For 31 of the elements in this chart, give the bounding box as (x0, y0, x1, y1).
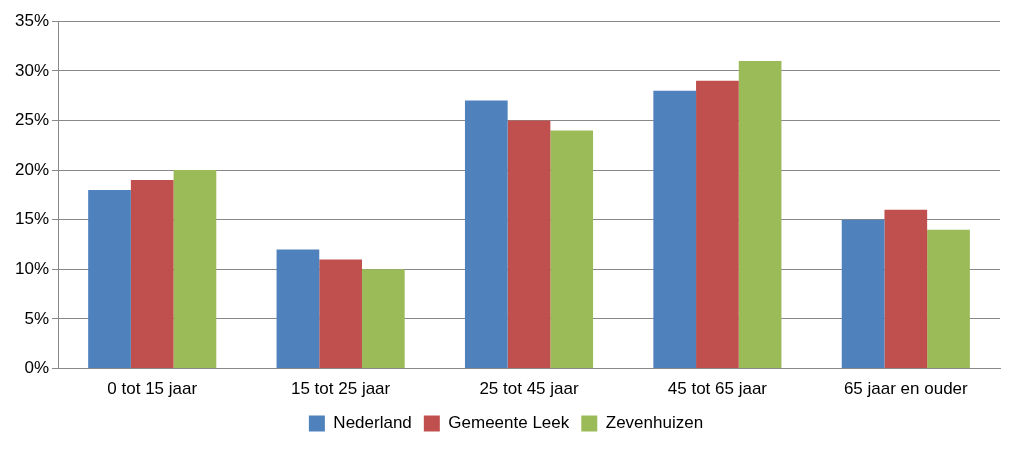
bar (88, 189, 131, 369)
bar (173, 170, 217, 369)
bar (884, 209, 928, 369)
bar (841, 219, 885, 369)
y-tick-label: 35% (14, 10, 50, 30)
bar (464, 100, 508, 369)
y-tick-label: 5% (24, 308, 50, 328)
legend-label: Zevenhuizen (605, 413, 704, 433)
bar (653, 90, 697, 369)
bar (927, 229, 970, 369)
bar (696, 80, 739, 369)
y-tick-label: 25% (14, 110, 50, 130)
bar (507, 120, 551, 369)
bar (738, 60, 782, 369)
x-tick-label: 65 jaar en ouder (843, 379, 969, 399)
bar (361, 269, 405, 369)
bar (130, 180, 174, 369)
bar (276, 249, 320, 369)
x-tick-label: 25 tot 45 jaar (479, 379, 579, 399)
x-tick-label: 45 tot 65 jaar (667, 379, 768, 399)
y-tick-label: 10% (14, 259, 50, 279)
legend-label: Gemeente Leek (448, 413, 570, 433)
y-tick-label: 15% (14, 209, 50, 229)
legend-label: Nederland (333, 413, 412, 433)
x-tick-label: 0 tot 15 jaar (107, 379, 198, 399)
x-tick-label: 15 tot 25 jaar (290, 379, 391, 399)
y-tick-label: 30% (14, 60, 50, 80)
y-tick-label: 0% (24, 358, 50, 378)
bar (319, 259, 362, 369)
y-tick-label: 20% (14, 159, 50, 179)
bar (550, 130, 594, 369)
